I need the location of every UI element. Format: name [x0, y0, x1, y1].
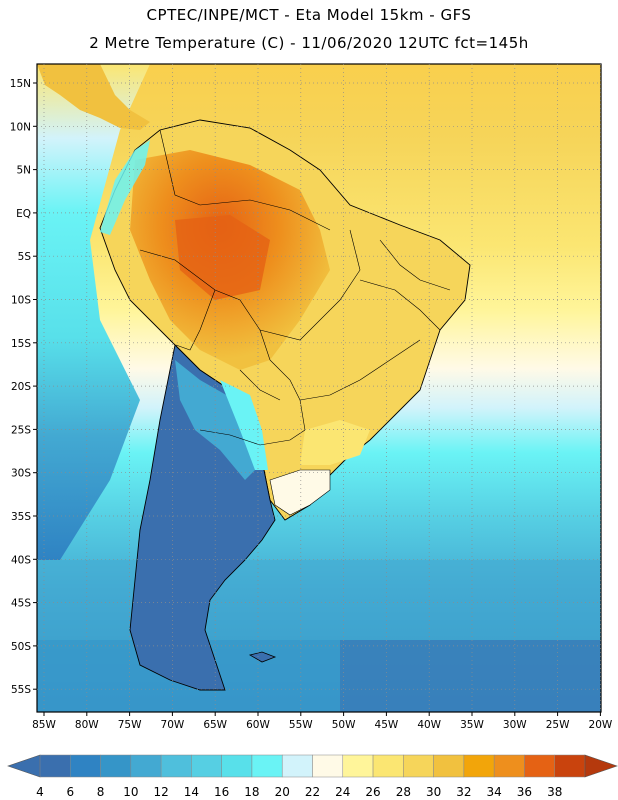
lon-tick-label: 50W	[332, 719, 356, 731]
colorbar-label: 6	[66, 785, 74, 799]
lon-tick-label: 45W	[375, 719, 399, 731]
country-borders	[139, 129, 451, 446]
colorbar-label: 14	[184, 785, 199, 799]
colorbar-swatch	[463, 754, 495, 778]
colorbar-swatch	[524, 754, 555, 778]
lat-tick-label: 15N	[10, 78, 31, 90]
lat-tick-label: 20S	[11, 381, 31, 393]
lon-tick-label: 65W	[203, 719, 227, 731]
chart-title-line-2: 2 Metre Temperature (C) - 11/06/2020 12U…	[89, 34, 529, 52]
lat-tick-label: 50S	[11, 641, 31, 653]
lon-tick-label: 40W	[417, 719, 441, 731]
chaco-transition	[220, 380, 268, 470]
map-area	[37, 64, 601, 712]
lat-tick-label: 30S	[11, 468, 31, 480]
uruguay-region	[269, 469, 331, 516]
south-brazil-region	[300, 420, 370, 465]
central-america-land	[37, 64, 150, 130]
colorbar-label: 8	[97, 785, 105, 799]
colorbar-label: 20	[275, 785, 290, 799]
lon-tick-label: 20W	[589, 719, 613, 731]
lat-tick-label: 40S	[11, 554, 31, 566]
cold-pocket-south-atlantic	[340, 640, 601, 712]
lat-tick-label: EQ	[16, 208, 31, 220]
lon-tick-label: 25W	[546, 719, 570, 731]
lat-tick-label: 5N	[16, 165, 31, 177]
colorbar-swatch	[160, 754, 192, 778]
colorbar-swatch	[554, 754, 586, 778]
colorbar-swatch	[39, 754, 71, 778]
colorbar-label: 38	[547, 785, 562, 799]
colorbar-swatch	[251, 754, 283, 778]
colorbar-label: 30	[426, 785, 441, 799]
lat-tick-label: 15S	[11, 338, 31, 350]
colorbar-swatch	[433, 754, 465, 778]
colorbar-label: 28	[396, 785, 411, 799]
latitude-axis: 15N 10N 5N EQ 5S 10S 15S 20S 25S 30S 35S 40S 45S 50S 5…	[10, 78, 37, 696]
colorbar-label: 24	[335, 785, 350, 799]
colorbar-label: 22	[305, 785, 320, 799]
colorbar-label: 26	[365, 785, 380, 799]
colorbar-label: 34	[487, 785, 502, 799]
andes-north-cool	[100, 140, 150, 235]
pacific-ocean-field	[37, 64, 150, 560]
hot-core	[175, 215, 270, 300]
lon-tick-label: 85W	[32, 719, 56, 731]
colorbar-swatch	[191, 754, 222, 778]
lat-tick-label: 5S	[18, 251, 32, 263]
colorbar-label: 10	[123, 785, 138, 799]
longitude-axis: 85W 80W 75W 70W 65W 60W 55W 50W 45W 40W 35W 30W 25W 2…	[32, 712, 613, 731]
lon-tick-label: 60W	[246, 719, 270, 731]
colorbar-high-arrow	[584, 754, 618, 778]
colorbar-swatch	[342, 754, 374, 778]
colorbar-swatch	[130, 754, 162, 778]
lon-tick-label: 30W	[503, 719, 527, 731]
colorbar: 4 6 8 10 12 14 16 18 20 22 24 26 28 30 32 34 36 38	[7, 754, 618, 799]
colorbar-label: 18	[244, 785, 259, 799]
graticule	[37, 64, 601, 712]
map-frame	[36, 63, 602, 713]
lat-tick-label: 55S	[11, 684, 31, 696]
lat-tick-label: 10S	[11, 295, 31, 307]
lat-tick-label: 25S	[11, 424, 31, 436]
chart-title-line-1: CPTEC/INPE/MCT - Eta Model 15km - GFS	[146, 6, 472, 24]
lon-tick-label: 75W	[118, 719, 142, 731]
colorbar-swatch	[372, 754, 404, 778]
colorbar-swatch	[100, 754, 132, 778]
colorbar-swatch	[403, 754, 434, 778]
lon-tick-label: 70W	[161, 719, 185, 731]
colorbar-swatch	[493, 754, 525, 778]
lat-tick-label: 35S	[11, 511, 31, 523]
colorbar-swatch	[312, 754, 344, 778]
colorbar-label: 12	[153, 785, 168, 799]
colorbar-swatch	[221, 754, 253, 778]
lon-tick-label: 80W	[75, 719, 99, 731]
colorbar-swatch	[281, 754, 313, 778]
colorbar-swatch	[70, 754, 101, 778]
colorbar-label: 4	[36, 785, 44, 799]
lon-tick-label: 55W	[289, 719, 313, 731]
colorbar-low-arrow	[7, 754, 41, 778]
colorbar-label: 16	[214, 785, 229, 799]
colorbar-label: 36	[517, 785, 532, 799]
colorbar-label: 32	[456, 785, 471, 799]
lat-tick-label: 45S	[11, 598, 31, 610]
lon-tick-label: 35W	[460, 719, 484, 731]
lat-tick-label: 10N	[10, 121, 31, 133]
